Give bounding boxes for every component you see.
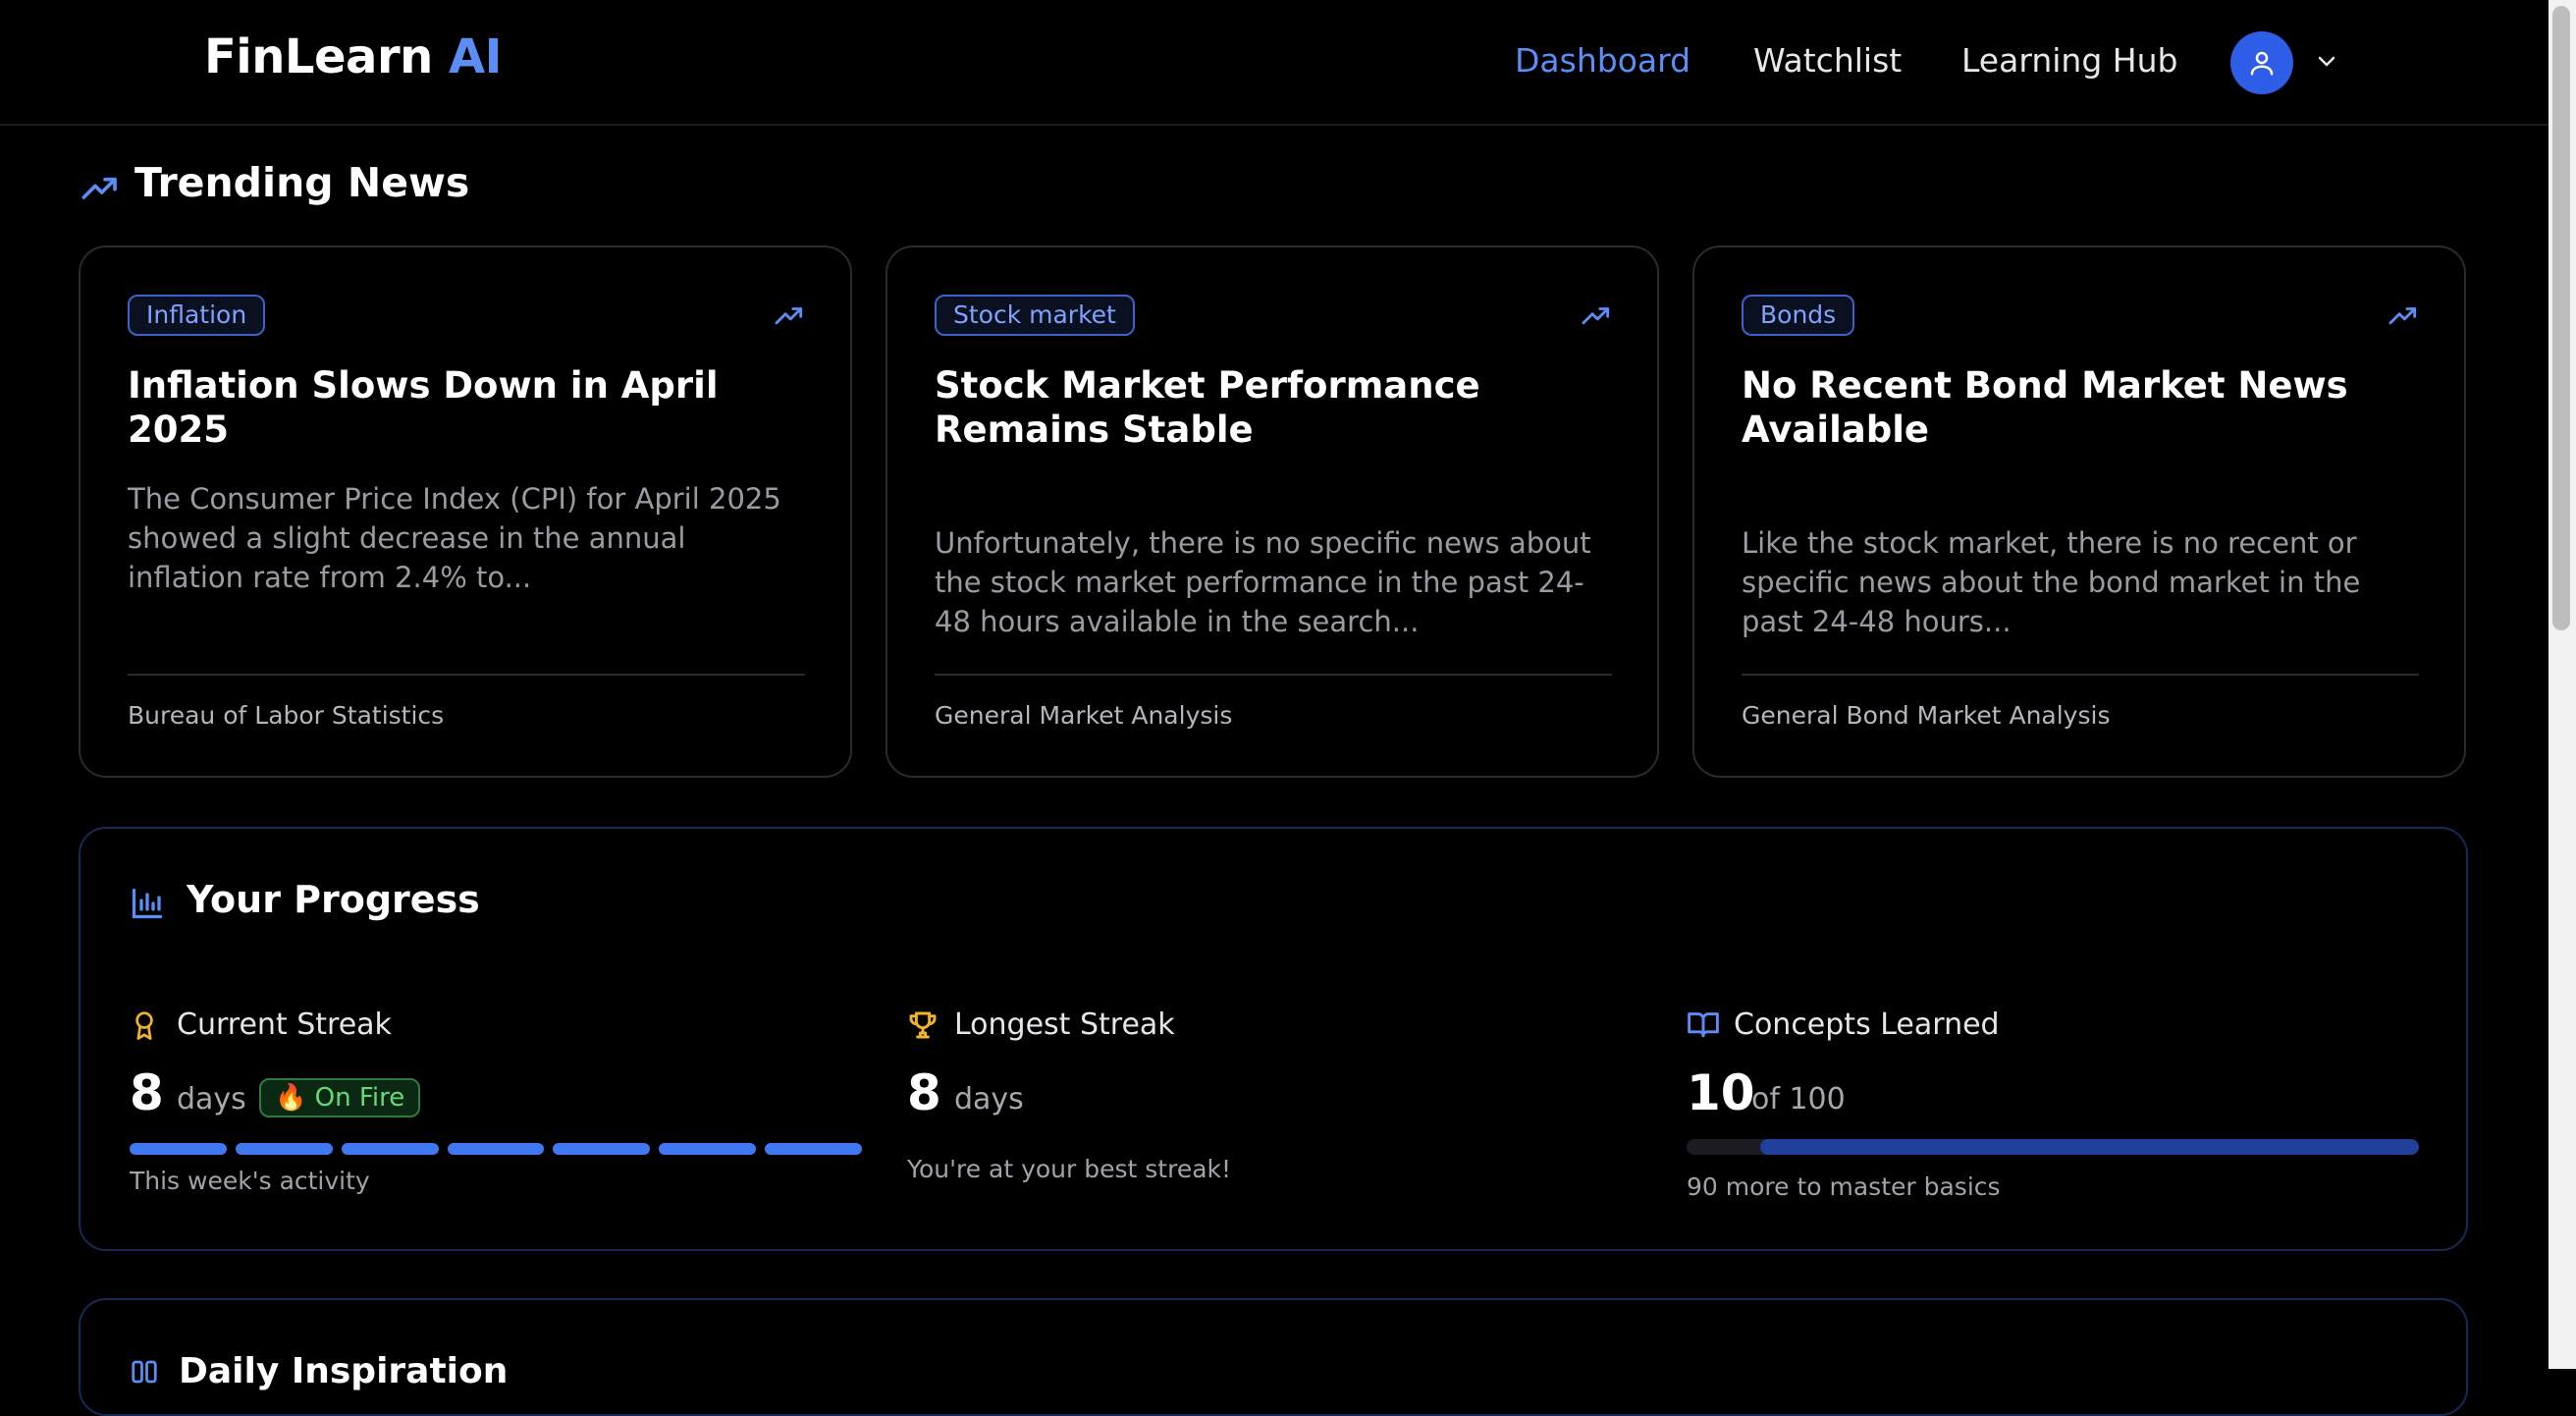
news-summary: The Consumer Price Index (CPI) for April… — [128, 482, 781, 594]
quote-icon — [132, 1360, 157, 1384]
concepts-value: 10 — [1687, 1064, 1755, 1121]
longest-streak-unit: days — [954, 1082, 1024, 1116]
award-icon — [135, 1011, 153, 1040]
chevron-down-icon[interactable] — [2315, 49, 2338, 73]
trophy-icon — [909, 1011, 937, 1039]
concepts-note: 90 more to master basics — [1687, 1172, 2001, 1201]
brand-ai: AI — [449, 29, 503, 84]
brand-logo[interactable]: FinLearn AI — [204, 29, 503, 84]
trending-up-icon — [1582, 307, 1610, 325]
current-streak-unit: days — [177, 1082, 246, 1116]
trending-up-icon — [81, 177, 117, 199]
current-streak-label: Current Streak — [177, 1008, 392, 1042]
news-title: Stock Market Performance Remains Stable — [935, 364, 1480, 451]
news-source: General Market Analysis — [935, 701, 1233, 730]
news-card[interactable]: Inflation Inflation Slows Down in April … — [79, 245, 852, 778]
top-navbar: FinLearn AI Dashboard Watchlist Learning… — [0, 0, 2549, 126]
divider — [128, 674, 805, 676]
news-card[interactable]: Bonds No Recent Bond Market News Availab… — [1692, 245, 2466, 778]
nav-learning-hub[interactable]: Learning Hub — [1961, 41, 2178, 80]
news-source: Bureau of Labor Statistics — [128, 701, 445, 730]
news-tag[interactable]: Bonds — [1742, 295, 1855, 336]
bar-chart-icon — [132, 888, 163, 919]
concepts-unit: of 100 — [1751, 1082, 1846, 1116]
current-streak-value: 8 — [130, 1064, 164, 1121]
avatar[interactable] — [2230, 31, 2293, 94]
news-title: No Recent Bond Market News Available — [1742, 364, 2348, 451]
divider — [1742, 674, 2419, 676]
progress-title: Your Progress — [187, 878, 480, 921]
activity-day-segment — [447, 1143, 545, 1155]
progress-panel: Your Progress Current Streak 8 days 🔥 On… — [79, 827, 2468, 1251]
news-tag[interactable]: Inflation — [128, 295, 266, 336]
activity-day-segment — [553, 1143, 651, 1155]
activity-day-segment — [130, 1143, 227, 1155]
longest-streak-note: You're at your best streak! — [907, 1155, 1232, 1183]
concepts-progress-fill — [1759, 1139, 2419, 1155]
concepts-progress-bar — [1687, 1139, 2419, 1155]
current-streak-note: This week's activity — [130, 1167, 370, 1195]
book-open-icon — [1688, 1012, 1719, 1038]
user-icon — [2250, 51, 2274, 76]
daily-inspiration-panel: Daily Inspiration — [79, 1298, 2468, 1416]
news-source: General Bond Market Analysis — [1742, 701, 2111, 730]
longest-streak-value: 8 — [907, 1064, 941, 1121]
scrollbar-thumb[interactable] — [2552, 6, 2570, 630]
concepts-label: Concepts Learned — [1734, 1008, 2000, 1042]
brand-name: FinLearn — [204, 29, 433, 84]
activity-day-segment — [765, 1143, 862, 1155]
activity-day-segment — [341, 1143, 439, 1155]
trending-up-icon — [2388, 307, 2417, 325]
nav-watchlist[interactable]: Watchlist — [1753, 41, 1903, 80]
trending-up-icon — [775, 307, 803, 325]
news-summary: Unfortunately, there is no specific news… — [935, 526, 1591, 638]
on-fire-badge: 🔥 On Fire — [259, 1078, 421, 1117]
news-summary: Like the stock market, there is no recen… — [1742, 526, 2361, 638]
trending-news-title: Trending News — [134, 159, 470, 206]
divider — [935, 674, 1612, 676]
activity-day-segment — [235, 1143, 333, 1155]
nav-dashboard[interactable]: Dashboard — [1515, 41, 1691, 80]
news-title: Inflation Slows Down in April 2025 — [128, 364, 719, 451]
activity-day-segment — [659, 1143, 757, 1155]
longest-streak-label: Longest Streak — [954, 1008, 1175, 1042]
daily-inspiration-title: Daily Inspiration — [179, 1351, 509, 1391]
news-tag[interactable]: Stock market — [935, 295, 1135, 336]
news-card[interactable]: Stock market Stock Market Performance Re… — [886, 245, 1659, 778]
